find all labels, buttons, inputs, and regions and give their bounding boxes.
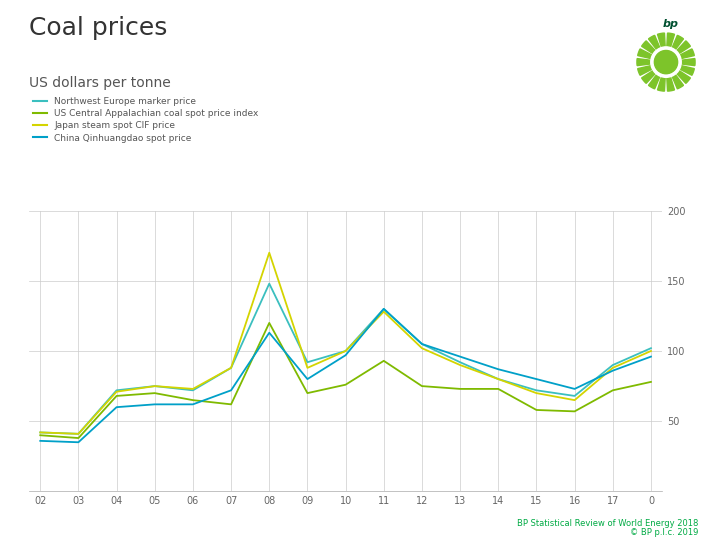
Text: US dollars per tonne: US dollars per tonne [29, 76, 171, 90]
Wedge shape [666, 62, 694, 75]
Wedge shape [666, 62, 690, 83]
Text: © BP p.l.c. 2019: © BP p.l.c. 2019 [630, 528, 698, 537]
Wedge shape [666, 62, 675, 91]
Wedge shape [642, 62, 666, 83]
Wedge shape [638, 62, 666, 75]
Wedge shape [649, 35, 666, 62]
Wedge shape [649, 62, 666, 89]
Wedge shape [666, 49, 694, 62]
Wedge shape [666, 35, 683, 62]
Legend: Northwest Europe marker price, US Central Appalachian coal spot price index, Jap: Northwest Europe marker price, US Centra… [33, 97, 258, 143]
Circle shape [654, 50, 678, 74]
Wedge shape [666, 58, 695, 66]
Wedge shape [651, 47, 681, 77]
Wedge shape [666, 33, 675, 62]
Wedge shape [657, 62, 666, 91]
Text: Coal prices: Coal prices [29, 16, 167, 40]
Wedge shape [666, 62, 683, 89]
Wedge shape [666, 41, 690, 62]
Wedge shape [657, 33, 666, 62]
Wedge shape [637, 58, 666, 66]
Wedge shape [638, 49, 666, 62]
Text: BP Statistical Review of World Energy 2018: BP Statistical Review of World Energy 20… [517, 519, 698, 528]
Wedge shape [642, 41, 666, 62]
Text: bp: bp [663, 19, 679, 29]
